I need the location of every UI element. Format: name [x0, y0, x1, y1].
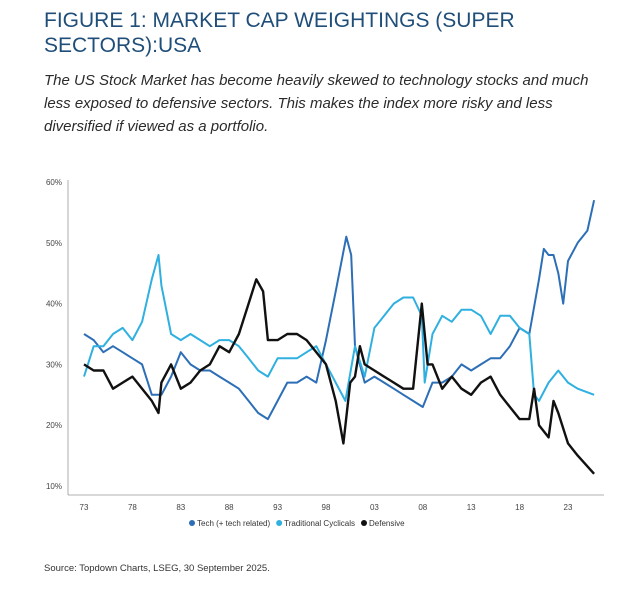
series-line-defensive — [83, 278, 595, 475]
y-tick-label: 10% — [46, 482, 62, 491]
y-tick-label: 40% — [46, 300, 62, 309]
x-tick-label: 13 — [467, 503, 476, 512]
x-tick-label: 78 — [128, 503, 137, 512]
y-tick-label: 60% — [46, 178, 62, 187]
series-line-traditional-cyclicals — [83, 254, 595, 402]
legend-marker — [361, 520, 367, 526]
x-tick-label: 93 — [273, 503, 282, 512]
source-note: Source: Topdown Charts, LSEG, 30 Septemb… — [44, 563, 270, 574]
legend-marker — [189, 520, 195, 526]
y-tick-label: 50% — [46, 239, 62, 248]
figure-subtitle: The US Stock Market has become heavily s… — [44, 72, 589, 135]
legend-label: Defensive — [369, 519, 405, 528]
x-tick-label: 23 — [564, 503, 573, 512]
x-tick-label: 03 — [370, 503, 379, 512]
x-tick-label: 08 — [418, 503, 427, 512]
legend-label: Tech (+ tech related) — [197, 519, 270, 528]
x-tick-label: 98 — [322, 503, 331, 512]
x-tick-label: 18 — [515, 503, 524, 512]
figure-title: FIGURE 1: MARKET CAP WEIGHTINGS (SUPER S… — [44, 9, 515, 57]
x-tick-label: 73 — [80, 503, 89, 512]
legend-marker — [276, 520, 283, 526]
legend-label: Traditional Cyclicals — [284, 519, 355, 528]
series-line-tech-tech-related- — [83, 199, 596, 421]
y-tick-label: 30% — [46, 360, 62, 369]
y-tick-label: 20% — [46, 421, 62, 430]
x-tick-label: 88 — [225, 503, 234, 512]
x-tick-label: 83 — [176, 503, 185, 512]
